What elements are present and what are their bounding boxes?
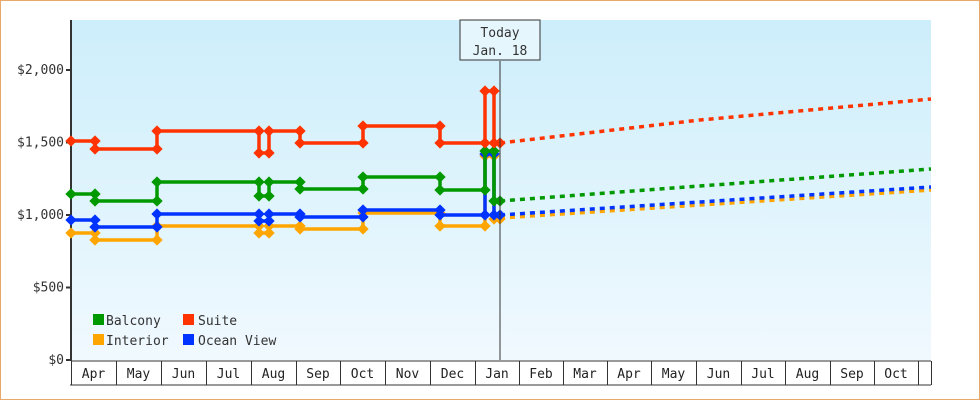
y-axis-ticks: $0 $500 $1,000 $1,500 $2,000 [17,63,71,368]
interior-data-point[interactable] [434,220,446,232]
ocean-view-swatch-icon [183,334,194,345]
x-tick-label: Aug [796,367,819,382]
balcony-data-point[interactable] [294,176,306,188]
suite-data-point[interactable] [263,147,275,159]
balcony-data-point[interactable] [151,176,163,188]
balcony-data-point[interactable] [294,183,306,195]
ocean-view-data-point[interactable] [294,211,306,223]
x-tick-label: Jul [751,367,774,382]
x-tick-label: May [127,367,151,382]
balcony-data-point[interactable] [253,176,265,188]
ocean-view-data-point[interactable] [151,221,163,233]
x-tick-label: Nov [396,367,420,382]
legend-item-ocean-view[interactable]: Ocean View [183,334,276,349]
x-tick-label: Sep [306,367,330,382]
interior-data-point[interactable] [263,227,275,239]
today-callout-box [459,19,541,61]
balcony-forecast-line [499,167,932,203]
balcony-swatch-icon [93,314,104,325]
x-tick-label: Jul [217,367,240,382]
legend-label-ocean-view: Ocean View [198,334,276,349]
interior-data-point[interactable] [253,227,265,239]
ocean-view-data-point[interactable] [357,211,369,223]
x-tick-label: Jun [707,367,730,382]
legend: Balcony Suite Interior Ocean View [93,314,276,349]
interior-forecast-line [499,188,932,220]
legend-label-suite: Suite [198,314,237,329]
today-label: Today [480,26,519,41]
today-date-label: Jan. 18 [473,44,528,59]
suite-data-point[interactable] [253,147,265,159]
legend-item-balcony[interactable]: Balcony [93,314,161,329]
y-tick-label: $2,000 [17,63,64,78]
x-tick-label: Mar [573,367,597,382]
suite-data-point[interactable] [294,137,306,149]
interior-data-point[interactable] [357,223,369,235]
balcony-data-point[interactable] [253,190,265,202]
ocean-view-data-point[interactable] [479,209,491,221]
balcony-data-point[interactable] [151,195,163,207]
legend-item-interior[interactable]: Interior [93,334,169,349]
y-tick-label: $0 [48,353,64,368]
suite-data-point[interactable] [434,137,446,149]
x-tick-label: Feb [529,367,553,382]
x-axis: Apr May Jun Jul Aug Sep Oct Nov Dec Jan Feb Mar Apr M… [70,360,932,386]
x-tick-label: Apr [82,367,106,382]
x-tick-label: May [662,367,686,382]
balcony-data-point[interactable] [263,190,275,202]
suite-forecast-line [499,97,932,145]
balcony-data-point[interactable] [488,145,500,157]
ocean-view-data-point[interactable] [263,208,275,220]
suite-data-point[interactable] [488,137,500,149]
series-layer [65,85,932,246]
x-tick-label: Oct [884,367,907,382]
x-tick-label: Aug [262,367,285,382]
ocean-view-data-point[interactable] [434,209,446,221]
balcony-data-point[interactable] [357,183,369,195]
ocean-view-data-point[interactable] [253,215,265,227]
x-tick-label: Jun [172,367,195,382]
ocean-view-data-point[interactable] [253,208,265,220]
today-marker: Today Jan. 18 [459,19,541,360]
balcony-data-point[interactable] [263,176,275,188]
balcony-data-point[interactable] [357,171,369,183]
legend-label-interior: Interior [106,334,169,349]
x-tick-label: Dec [441,367,464,382]
balcony-data-point[interactable] [488,195,500,207]
y-tick-label: $1,500 [17,136,64,151]
x-tick-label: Jan [485,367,508,382]
legend-label-balcony: Balcony [106,314,161,329]
suite-data-point[interactable] [479,137,491,149]
interior-swatch-icon [93,334,104,345]
ocean-view-forecast-line [499,185,932,217]
y-tick-label: $500 [33,281,64,296]
suite-data-point[interactable] [357,137,369,149]
balcony-data-point[interactable] [479,145,491,157]
interior-data-point[interactable] [294,223,306,235]
x-tick-label: Oct [351,367,374,382]
interior-data-point[interactable] [479,220,491,232]
ocean-view-data-point[interactable] [357,204,369,216]
ocean-view-data-point[interactable] [488,209,500,221]
suite-swatch-icon [183,314,194,325]
y-tick-label: $1,000 [17,208,64,223]
balcony-data-point[interactable] [434,171,446,183]
legend-item-suite[interactable]: Suite [183,314,237,329]
series-balcony [65,145,932,207]
suite-data-point[interactable] [151,143,163,155]
x-tick-label: Sep [840,367,864,382]
interior-data-point[interactable] [151,234,163,246]
balcony-data-point[interactable] [479,184,491,196]
x-tick-label: Apr [617,367,641,382]
ocean-view-data-point[interactable] [151,208,163,220]
balcony-data-point[interactable] [434,184,446,196]
plot-area [71,20,931,360]
ocean-view-data-point[interactable] [263,215,275,227]
